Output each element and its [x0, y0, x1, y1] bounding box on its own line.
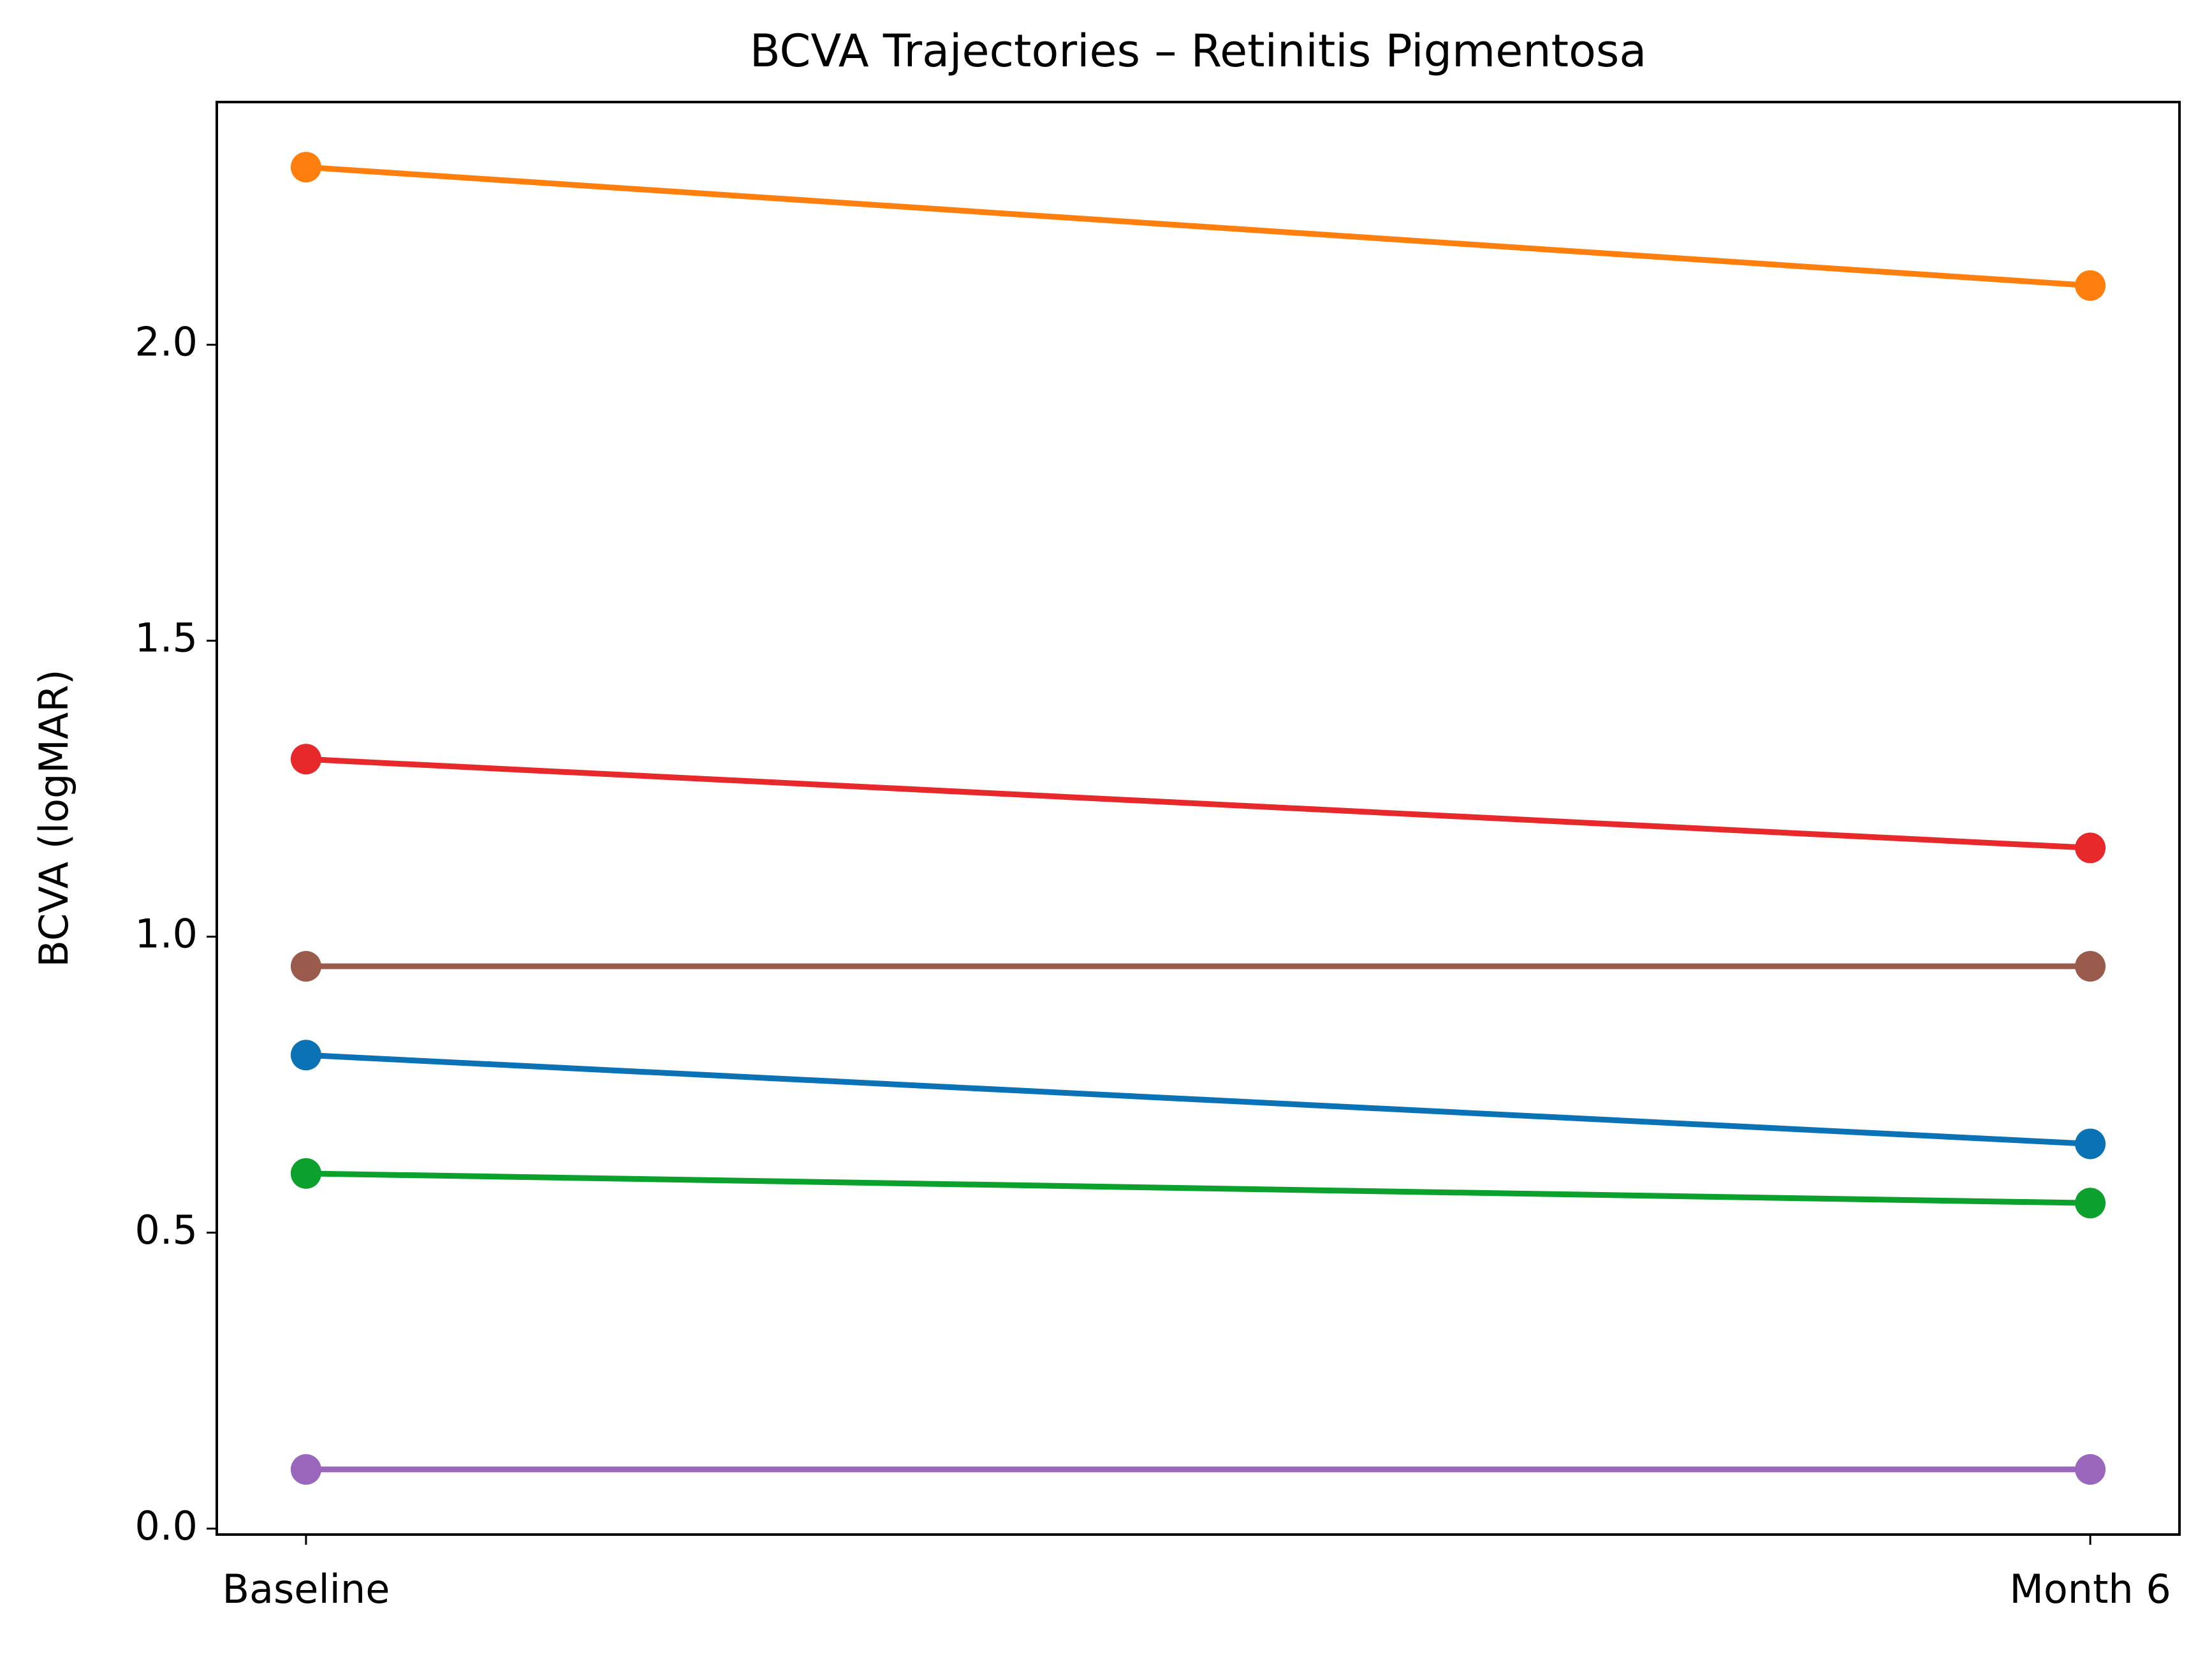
data-point: [290, 1040, 321, 1071]
data-point: [290, 744, 321, 775]
data-point: [290, 1454, 321, 1485]
data-point: [2075, 270, 2106, 301]
x-tick-label: Month 6: [2009, 1566, 2171, 1612]
y-tick-label: 1.5: [135, 615, 198, 661]
data-point: [2075, 1188, 2106, 1219]
y-axis-label: BCVA (logMAR): [31, 669, 77, 967]
data-point: [290, 951, 321, 982]
data-point: [2075, 1128, 2106, 1160]
plot-frame: [216, 101, 2181, 1536]
data-point: [2075, 1454, 2106, 1485]
data-point: [290, 152, 321, 183]
data-point: [2075, 832, 2106, 864]
series-line: [305, 1052, 2091, 1147]
y-tick-label: 0.5: [135, 1207, 198, 1253]
y-tick-label: 0.0: [135, 1503, 198, 1549]
y-tick-label: 1.0: [135, 911, 198, 957]
data-point: [290, 1158, 321, 1189]
chart-title: BCVA Trajectories – Retinitis Pigmentosa: [750, 25, 1647, 77]
series-line: [305, 164, 2091, 289]
series-line: [305, 1170, 2091, 1206]
x-tick-label: Baseline: [222, 1566, 390, 1612]
y-tick-label: 2.0: [135, 319, 198, 365]
data-point: [2075, 951, 2106, 982]
series-line: [305, 756, 2091, 851]
